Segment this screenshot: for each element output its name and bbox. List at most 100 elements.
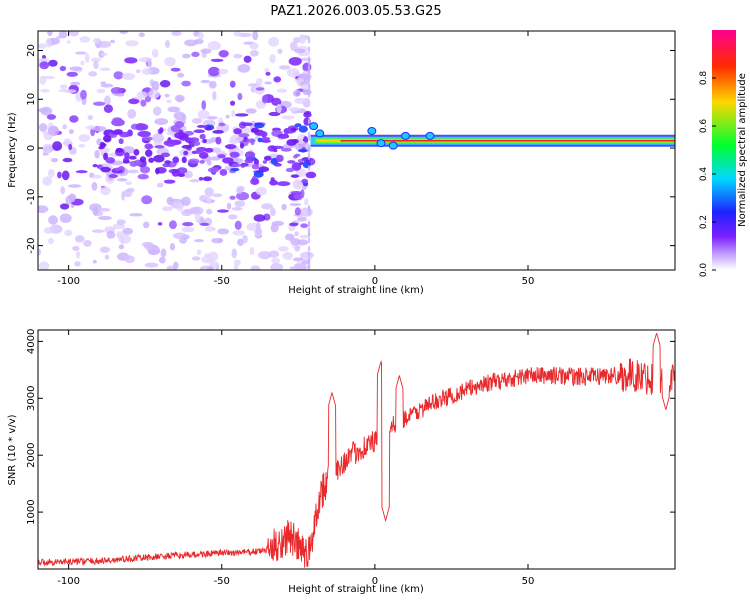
heatmap-cell [224, 144, 237, 150]
heatmap-cell [70, 81, 81, 86]
heatmap-cell [45, 145, 54, 154]
heatmap-cell [121, 191, 126, 201]
heatmap-cell [118, 138, 124, 145]
heatmap-cell [79, 36, 91, 43]
heatmap-cell [245, 108, 257, 114]
heatmap-cell [260, 131, 268, 138]
heatmap-cell [285, 167, 295, 173]
heatmap-cell [232, 230, 245, 236]
heatmap-cell [65, 195, 73, 205]
heatmap-cell [234, 220, 242, 230]
heatmap-cell [48, 237, 54, 245]
heatmap-cell [206, 116, 218, 120]
heatmap-cell [181, 144, 192, 149]
heatmap-cell [159, 127, 164, 134]
heatmap-cell [255, 228, 263, 235]
colorbar-label: Normalized spectral amplitude [737, 73, 748, 227]
heatmap-cell [182, 53, 191, 59]
heatmap-cell [294, 123, 302, 128]
heatmap-cell [164, 93, 170, 98]
heatmap-cell [191, 51, 200, 57]
heatmap-y-tick-label: 20 [26, 44, 37, 57]
heatmap-cell [96, 88, 106, 94]
heatmap-cell [177, 72, 185, 78]
heatmap-cell [84, 53, 90, 63]
heatmap-cell [205, 126, 212, 131]
heatmap-cell [253, 170, 264, 178]
heatmap-cell [244, 151, 256, 159]
heatmap-cell [292, 257, 304, 262]
heatmap-cell [230, 167, 240, 172]
heatmap-cell [100, 166, 112, 173]
heatmap-cell [242, 234, 248, 244]
heatmap-cell [211, 237, 224, 244]
heatmap-cell [290, 127, 297, 132]
heatmap-cell [271, 220, 285, 227]
heatmap-cell [293, 193, 299, 200]
heatmap-cell [140, 99, 147, 107]
heatmap-cell [181, 226, 195, 233]
heatmap-cell [277, 133, 290, 139]
heatmap-cell [111, 131, 124, 135]
heatmap-cell [124, 152, 130, 159]
heatmap-cell [207, 266, 215, 270]
heatmap-cell [198, 151, 209, 159]
heatmap-cell [197, 109, 210, 120]
heatmap-cell [307, 237, 311, 244]
heatmap-cell [181, 156, 187, 164]
heatmap-cell [231, 109, 236, 117]
heatmap-cell [302, 70, 310, 75]
heatmap-cell [303, 112, 312, 118]
heatmap-cell [148, 157, 155, 163]
heatmap-cell [253, 214, 266, 222]
heatmap-cell [290, 191, 303, 195]
heatmap-cell [253, 158, 259, 166]
heatmap-cell [264, 67, 270, 74]
heatmap-y-tick-label: -10 [26, 189, 37, 205]
heatmap-cell [110, 87, 123, 94]
heatmap-cell [96, 208, 111, 212]
heatmap-cell [229, 151, 240, 158]
heatmap-cell [212, 193, 223, 198]
heatmap-x-tick-label: 0 [372, 276, 378, 287]
heatmap-cell [60, 186, 66, 195]
heatmap-cell [122, 227, 133, 235]
heatmap-blobs [38, 31, 317, 270]
heatmap-cell [198, 176, 204, 181]
heatmap-cell [301, 142, 310, 148]
heatmap-cell [257, 137, 263, 143]
heatmap-cell [229, 80, 236, 88]
heatmap-cell [218, 68, 229, 75]
heatmap-cell [289, 202, 302, 207]
heatmap-cell [207, 167, 220, 173]
heatmap-cell [199, 133, 206, 140]
heatmap-cell [47, 125, 60, 136]
heatmap-cell [80, 60, 85, 66]
heatmap-cell [104, 254, 110, 260]
heatmap-cell [105, 157, 116, 164]
heatmap-cell [144, 149, 153, 157]
heatmap-cell [249, 42, 259, 50]
snr-y-tick-label: 3000 [26, 386, 37, 411]
heatmap-cell [38, 248, 42, 256]
heatmap-cell [270, 177, 275, 182]
heatmap-cell [262, 160, 267, 164]
heatmap-cell [249, 246, 255, 256]
heatmap-cell [276, 181, 291, 187]
heatmap-cell [238, 133, 250, 138]
heatmap-cell [68, 129, 74, 135]
heatmap-cell [129, 213, 143, 217]
heatmap-cell [172, 156, 180, 164]
heatmap-cell [281, 115, 295, 120]
heatmap-cell [106, 230, 116, 239]
heatmap-cell [261, 137, 271, 141]
heatmap-cell [78, 143, 86, 148]
snr-x-tick-label: 0 [372, 576, 378, 587]
heatmap-cell [137, 130, 151, 138]
frequency-track [309, 122, 675, 150]
heatmap-cell [307, 230, 311, 237]
heatmap-cell [171, 169, 180, 177]
heatmap-cell [271, 257, 280, 265]
heatmap-cell [165, 39, 170, 49]
